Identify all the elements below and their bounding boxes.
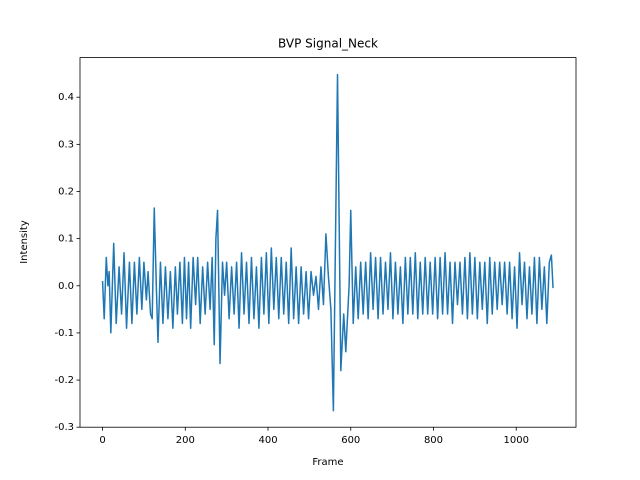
y-tick-label: 0.2 [58, 186, 74, 197]
y-tick-label: -0.3 [54, 422, 74, 433]
signal-line [101, 73, 554, 412]
y-tick-label: -0.1 [54, 328, 74, 339]
x-tick-label: 1000 [503, 435, 528, 446]
y-tick-label: 0.3 [58, 139, 74, 150]
x-tick-label: 200 [176, 435, 195, 446]
y-tick-label: 0.1 [58, 234, 74, 245]
y-axis-label: Intensity [19, 220, 30, 264]
x-tick-label: 400 [258, 435, 277, 446]
y-tick-label: -0.2 [54, 375, 74, 386]
x-axis-label: Frame [312, 457, 343, 468]
chart-title: BVP Signal_Neck [278, 37, 378, 51]
x-tick-label: 600 [341, 435, 360, 446]
x-tick-label: 0 [99, 435, 105, 446]
plot-frame [79, 57, 577, 428]
x-tick-label: 800 [424, 435, 443, 446]
y-tick-label: 0.4 [58, 92, 74, 103]
y-tick-label: 0.0 [58, 281, 74, 292]
